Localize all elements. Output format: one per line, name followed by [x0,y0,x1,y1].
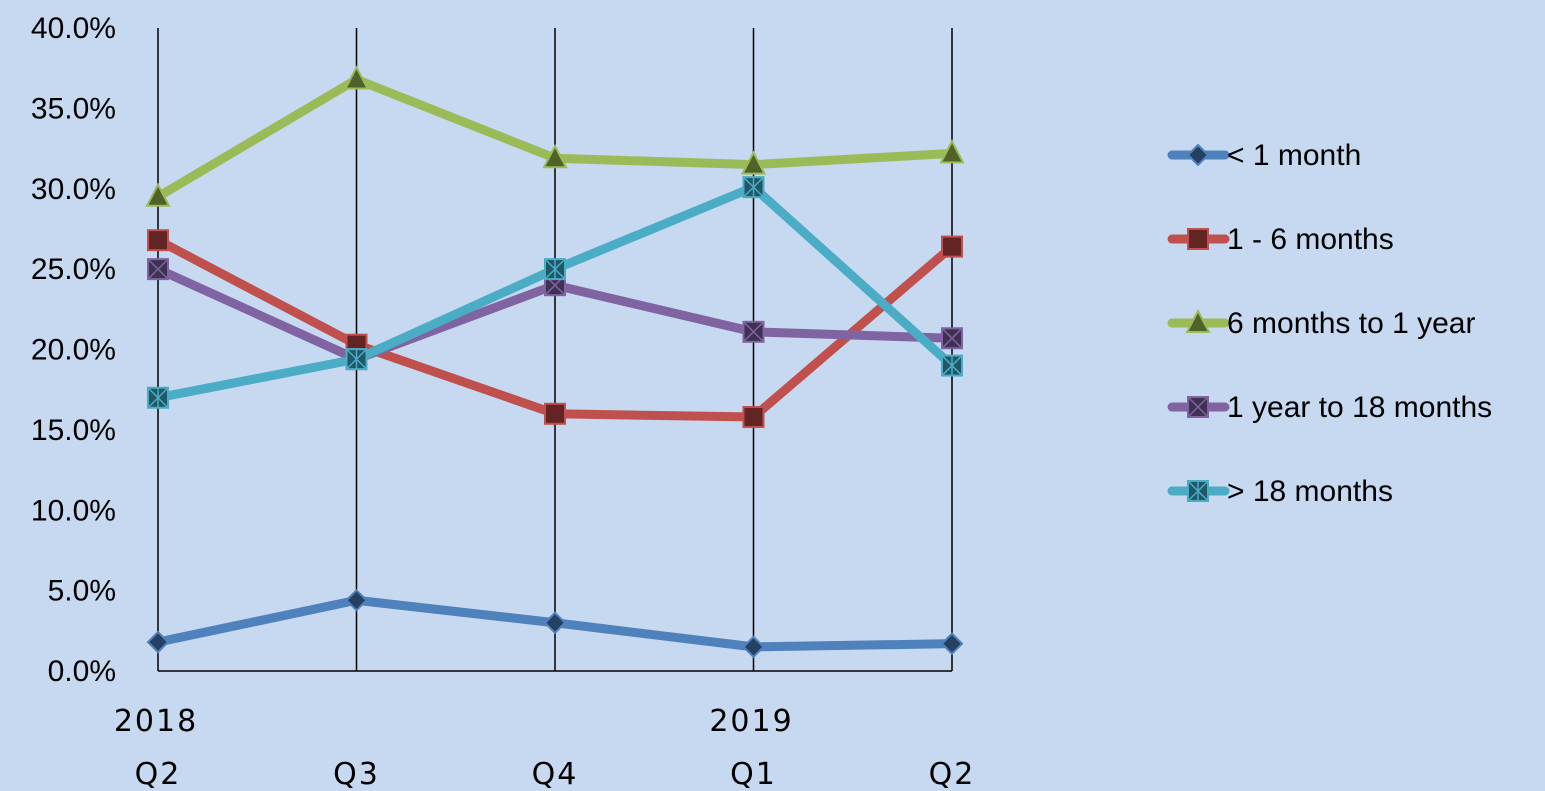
data-point-marker [147,386,169,409]
y-tick-label: 25.0% [31,253,116,286]
x-tick-label: Q3 [333,757,380,791]
x-tick-label: Q1 [730,757,777,791]
data-point-marker [742,635,765,659]
series-1 [146,588,964,659]
legend-swatch-marker [1187,480,1209,502]
y-tick-label: 35.0% [31,92,116,125]
y-tick-label: 15.0% [31,414,116,447]
y-tick-label: 30.0% [31,173,116,206]
series-2 [147,229,963,429]
y-tick-label: 20.0% [31,334,116,367]
legend-item: 1 - 6 months [1167,223,1394,256]
series-4 [147,258,963,371]
data-point-marker [940,632,964,656]
data-point-marker [147,229,169,252]
x-axis: 2018 Q2 Q3 Q4 2019 Q1 Q2 [114,670,976,791]
legend-label: 6 months to 1 year [1227,307,1475,340]
data-point-marker [146,630,170,654]
x-tick-label: Q2 [135,757,182,791]
data-point-marker [544,402,566,425]
data-point-marker [740,150,767,175]
series-group [145,65,965,659]
y-tick-label: 0.0% [48,655,116,688]
data-point-marker [542,144,568,169]
data-point-marker [345,348,368,371]
data-point-marker [345,588,368,612]
y-axis: 0.0% 5.0% 10.0% 15.0% 20.0% 25.0% 30.0% 35.0% 40… [31,12,116,688]
series-3 [145,65,965,207]
y-tick-label: 40.0% [31,12,116,45]
data-point-marker [544,258,566,281]
legend-item: > 18 months [1167,475,1393,508]
x-year-label: 2018 [114,704,198,739]
data-point-marker [343,65,370,90]
legend-label: > 18 months [1227,475,1393,508]
x-tick-label: Q2 [929,757,976,791]
legend-swatch-marker [1185,308,1211,333]
data-point-marker [543,611,567,635]
legend-swatch-marker [1187,228,1209,250]
x-tick-label: Q4 [532,757,579,791]
legend-item: 6 months to 1 year [1167,307,1475,340]
data-point-marker [941,235,963,258]
legend-item: 1 year to 18 months [1167,391,1492,424]
data-point-marker [742,320,765,343]
series-5 [147,176,963,409]
data-point-marker [742,406,765,429]
legend-swatch-marker [1187,396,1209,418]
data-point-marker [145,182,171,207]
legend-label: 1 year to 18 months [1227,391,1492,424]
y-tick-label: 5.0% [48,575,116,608]
data-point-marker [742,176,765,199]
legend-swatch-marker [1186,143,1210,167]
legend: < 1 month 1 - 6 months 6 months to 1 year 1… [1167,139,1492,508]
data-point-marker [544,274,566,297]
data-point-marker [941,354,963,377]
data-point-marker [941,327,963,350]
data-point-marker [147,258,169,281]
x-year-label: 2019 [709,704,793,739]
legend-item: < 1 month [1167,139,1361,172]
legend-label: < 1 month [1227,139,1361,172]
legend-label: 1 - 6 months [1227,223,1394,256]
data-point-marker [939,139,965,164]
y-tick-label: 10.0% [31,494,116,527]
vertical-gridlines [157,28,953,671]
